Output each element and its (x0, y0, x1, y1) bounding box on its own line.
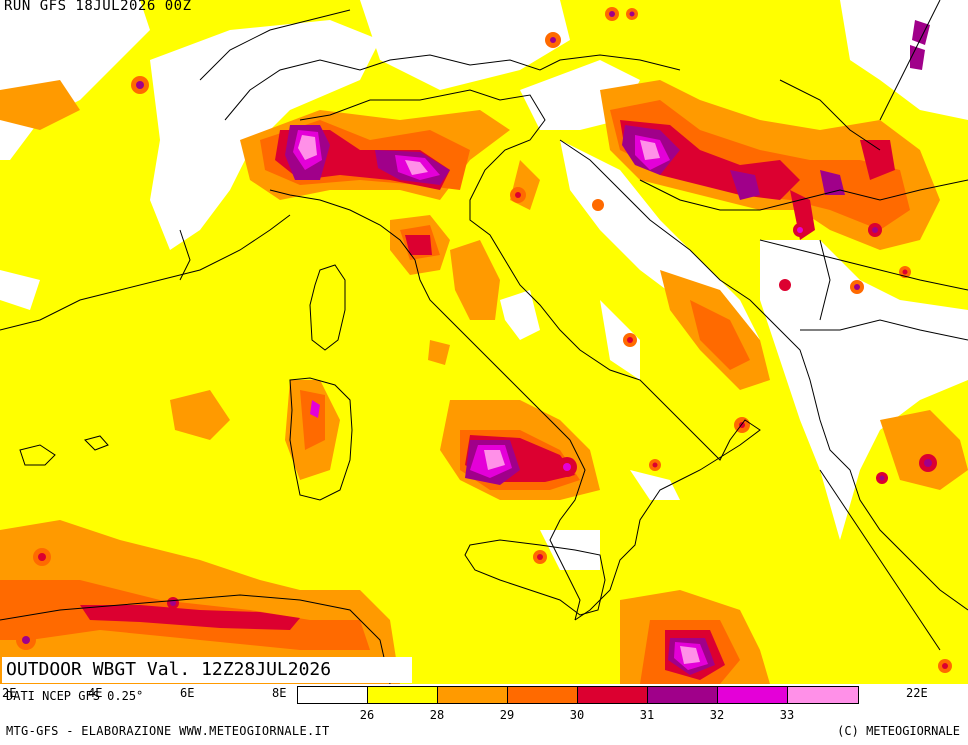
legend-tick: 32 (709, 708, 725, 722)
legend-area: 2E 4E 6E 8E 22E DATI NCEP GFS 0.25° 26 2… (0, 684, 968, 745)
legend-tick: 30 (569, 708, 585, 722)
lon-label-6e: 6E (180, 686, 195, 700)
legend-swatch (508, 687, 578, 703)
legend-swatch (718, 687, 788, 703)
run-label: RUN GFS 18JUL2026 00Z (4, 0, 192, 14)
legend-tick: 28 (429, 708, 445, 722)
lon-label-8e: 8E (272, 686, 287, 700)
pink-33-zones (298, 135, 700, 664)
lon-label-4e: 4E (88, 686, 103, 700)
coastlines-and-borders (0, 0, 968, 684)
lon-label-22e: 22E (906, 686, 928, 700)
legend-tick: 33 (779, 708, 795, 722)
legend-swatch (298, 687, 368, 703)
footer-copyright: (C) METEOGIORNALE (837, 724, 960, 738)
legend-swatch (438, 687, 508, 703)
legend-swatch (648, 687, 718, 703)
wbgt-map (0, 0, 968, 684)
legend-swatch (788, 687, 858, 703)
legend-tick: 31 (639, 708, 655, 722)
hotspot-dots (16, 7, 952, 673)
map-title: OUTDOOR WBGT Val. 12Z28JUL2026 (2, 657, 412, 683)
legend-tick: 29 (499, 708, 515, 722)
lon-label-2e: 2E (2, 686, 17, 700)
legend-swatch (578, 687, 648, 703)
map-panel: RUN GFS 18JUL2026 00Z OUTDOOR WBGT Val. … (0, 0, 968, 684)
data-source: DATI NCEP GFS 0.25° (6, 689, 144, 703)
color-legend (297, 686, 859, 704)
legend-tick: 26 (359, 708, 375, 722)
legend-swatch (368, 687, 438, 703)
footer-credit: MTG-GFS - ELABORAZIONE WWW.METEOGIORNALE… (6, 724, 330, 738)
